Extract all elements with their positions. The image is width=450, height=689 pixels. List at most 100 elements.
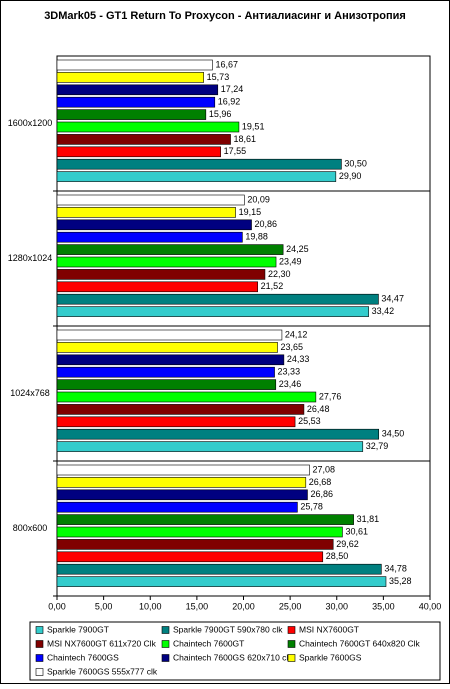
- bar: [56, 379, 277, 390]
- bar: [56, 293, 379, 305]
- bar: [56, 84, 219, 96]
- legend-swatch: [35, 640, 44, 648]
- x-tick-label: 25,00: [279, 601, 302, 611]
- legend-label: Chaintech 7600GT: [173, 638, 244, 648]
- x-tick-label: 40,00: [419, 601, 442, 611]
- y-tick-label: 1280x1024: [8, 253, 53, 263]
- legend-swatch: [287, 654, 296, 662]
- bar: [56, 207, 236, 218]
- legend-label: Sparkle 7600GS 555x777 clk: [47, 666, 158, 676]
- data-label: 16,92: [218, 97, 241, 107]
- data-label: 15,73: [207, 72, 230, 82]
- bar: [56, 244, 284, 255]
- y-tick-label: 800x600: [13, 523, 48, 533]
- legend-swatch: [35, 654, 44, 662]
- legend-label: Chaintech 7600GS: [47, 652, 119, 662]
- x-tick-label: 10,00: [139, 601, 162, 611]
- data-label: 24,25: [286, 244, 309, 254]
- legend-swatch: [161, 640, 170, 648]
- data-label: 30,61: [345, 526, 368, 536]
- data-label: 19,15: [239, 207, 262, 217]
- bar: [56, 231, 243, 243]
- bar: [56, 551, 324, 563]
- bar: [56, 539, 334, 550]
- data-label: 26,48: [307, 404, 330, 414]
- data-label: 23,33: [278, 367, 301, 377]
- data-label: 34,78: [384, 564, 407, 574]
- data-label: 27,76: [319, 391, 342, 401]
- legend-label: MSI NX7600GT 611x720 Clk: [47, 638, 157, 648]
- x-tick-label: 20,00: [232, 601, 255, 611]
- data-label: 15,96: [209, 109, 232, 119]
- x-tick-label: 5,00: [95, 601, 113, 611]
- x-tick-label: 30,00: [325, 601, 348, 611]
- legend-swatch: [287, 640, 296, 648]
- bar: [56, 514, 354, 525]
- chart-title: 3DMark05 - GT1 Return To Proxycon - Анти…: [44, 10, 406, 22]
- bar: [56, 354, 285, 366]
- bar: [56, 269, 266, 280]
- legend-label: Chaintech 7600GT 640x820 Clk: [299, 638, 421, 648]
- legend-label: Sparkle 7600GS: [299, 652, 362, 662]
- data-label: 17,24: [221, 84, 244, 94]
- data-label: 21,52: [261, 281, 284, 291]
- y-tick-label: 1600x1200: [8, 118, 53, 128]
- data-label: 23,65: [281, 342, 304, 352]
- data-label: 26,68: [309, 477, 332, 487]
- data-label: 22,30: [268, 269, 291, 279]
- bar: [56, 109, 207, 120]
- bar: [56, 329, 283, 341]
- bar: [56, 306, 369, 317]
- legend-swatch: [287, 626, 296, 634]
- x-tick-label: 0,00: [48, 601, 66, 611]
- data-label: 18,61: [234, 134, 257, 144]
- bar: [56, 428, 380, 440]
- bar: [56, 563, 382, 575]
- bar: [56, 489, 308, 501]
- bar: [56, 72, 204, 83]
- bar: [56, 134, 231, 145]
- bar: [56, 171, 337, 182]
- data-label: 23,46: [279, 379, 302, 389]
- data-label: 25,53: [298, 416, 321, 426]
- data-label: 33,42: [372, 306, 395, 316]
- data-label: 19,51: [242, 121, 265, 131]
- bar: [56, 366, 275, 378]
- bar: [56, 146, 221, 158]
- legend: [29, 621, 441, 681]
- data-label: 16,67: [215, 59, 238, 69]
- data-label: 24,33: [287, 354, 310, 364]
- bar: [56, 219, 252, 231]
- legend-swatch: [35, 626, 44, 634]
- legend-label: Sparkle 7900GT 590x780 clk: [173, 624, 283, 634]
- data-label: 17,55: [224, 146, 247, 156]
- data-label: 25,78: [300, 502, 323, 512]
- data-label: 30,50: [344, 159, 367, 169]
- data-label: 24,12: [285, 329, 308, 339]
- bar: [56, 477, 307, 488]
- data-label: 34,47: [381, 294, 404, 304]
- data-label: 28,50: [326, 551, 349, 561]
- bar: [56, 576, 387, 587]
- data-label: 34,50: [382, 429, 405, 439]
- bar: [56, 194, 245, 206]
- bar: [56, 342, 278, 353]
- bar: [56, 121, 240, 133]
- bar: [56, 96, 216, 108]
- legend-swatch: [35, 668, 44, 676]
- bar: [56, 464, 310, 476]
- bar: [56, 256, 277, 268]
- bar: [56, 416, 296, 428]
- legend-label: MSI NX7600GT: [299, 624, 359, 634]
- bar: [56, 158, 342, 170]
- legend-label: Chaintech 7600GS 620x710 clk: [173, 652, 293, 662]
- data-label: 32,79: [366, 441, 389, 451]
- bar: [56, 501, 298, 513]
- data-label: 26,86: [310, 489, 333, 499]
- data-label: 29,62: [336, 539, 359, 549]
- bar: [56, 526, 343, 538]
- data-label: 23,49: [279, 256, 302, 266]
- data-label: 27,08: [313, 464, 336, 474]
- bar: [56, 59, 213, 71]
- data-label: 35,28: [389, 576, 412, 586]
